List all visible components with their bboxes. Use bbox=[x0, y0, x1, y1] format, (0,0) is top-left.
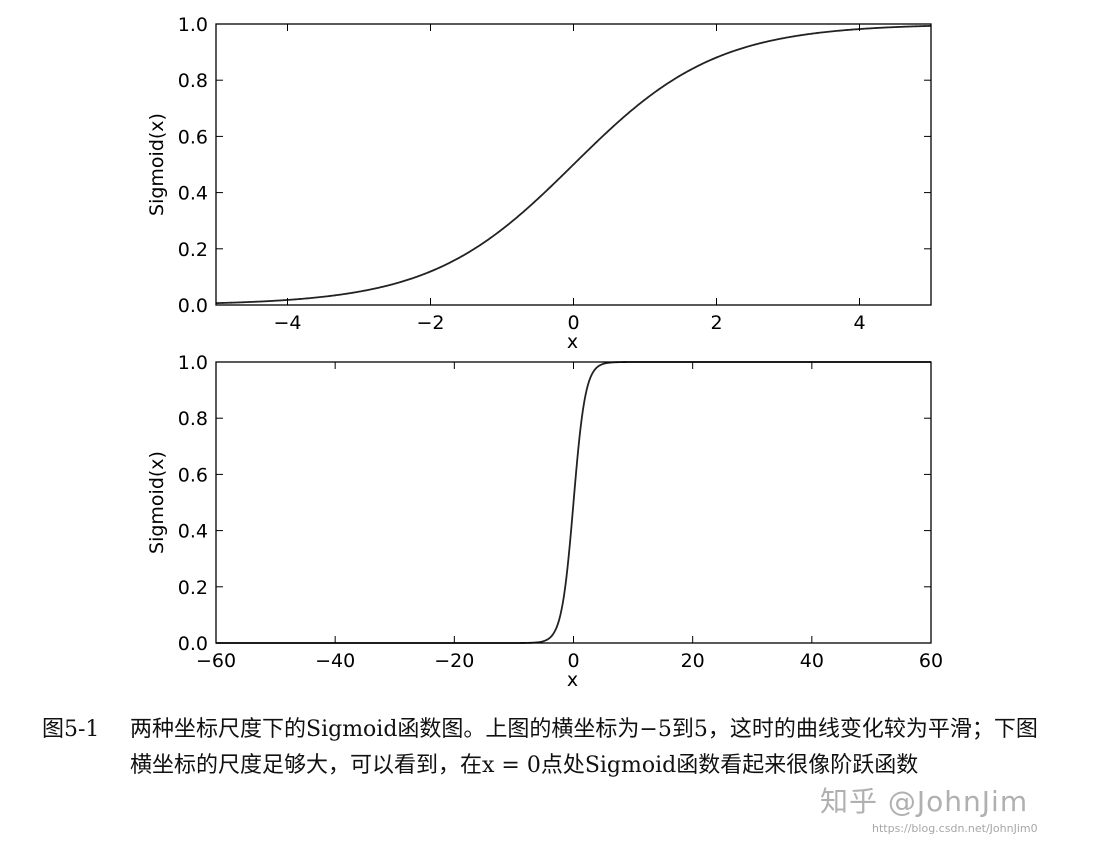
x-tick-label: 4 bbox=[853, 312, 865, 334]
caption-number: 图5-1 bbox=[42, 717, 100, 742]
sigmoid-curve bbox=[216, 361, 931, 644]
charts-area: −4 −2 0 2 40.00.20.40.60.81.0xSigmoid(x)−60−… bbox=[146, 14, 943, 691]
y-tick-label: 0.4 bbox=[178, 521, 208, 543]
x-tick-label: −60 bbox=[196, 650, 236, 672]
watermark-url: https://blog.csdn.net/JohnJim0 bbox=[872, 822, 1038, 835]
y-tick-label: 1.0 bbox=[178, 14, 208, 36]
x-axis-label: x bbox=[567, 669, 578, 691]
x-tick-label: 0 bbox=[567, 650, 579, 672]
y-tick-label: 0.0 bbox=[178, 295, 208, 317]
y-tick-label: 0.6 bbox=[178, 126, 208, 148]
caption-text: 两种坐标尺度下的Sigmoid函数图。上图的横坐标为−5到5，这时的曲线变化较为… bbox=[130, 717, 1038, 778]
chart-1: −4 −2 0 2 4 0.0 0.2 0.4 0.6 0.8 1.0 x Sigmoid(x) bbox=[146, 14, 932, 353]
y-tick-label: 0.6 bbox=[178, 464, 208, 486]
y-axis-label: Sigmoid(x) bbox=[146, 113, 168, 216]
x-tick-label: −2 bbox=[416, 312, 444, 334]
y-tick-label: 0.2 bbox=[178, 577, 208, 599]
x-tick-label: 20 bbox=[681, 650, 705, 672]
y-tick-label: 0.8 bbox=[178, 70, 208, 92]
x-tick-label: 2 bbox=[710, 312, 722, 334]
x-tick-label: −4 bbox=[273, 312, 301, 334]
y-tick-label: 1.0 bbox=[178, 352, 208, 374]
watermark-text: 知乎 @JohnJim bbox=[820, 785, 1029, 818]
x-tick-label: 0 bbox=[567, 312, 579, 334]
x-axis-label: x bbox=[567, 331, 578, 353]
y-tick-label: 0.0 bbox=[178, 633, 208, 655]
x-tick-label: −40 bbox=[315, 650, 355, 672]
sigmoid-curve bbox=[215, 24, 932, 305]
x-tick-label: 40 bbox=[800, 650, 824, 672]
y-tick-label: 0.8 bbox=[178, 408, 208, 430]
y-tick-label: 0.2 bbox=[178, 239, 208, 261]
y-tick-label: 0.4 bbox=[178, 183, 208, 205]
figure-caption: 图5-1 两种坐标尺度下的Sigmoid函数图。上图的横坐标为−5到5，这时的曲… bbox=[42, 712, 1062, 784]
x-tick-label: 60 bbox=[919, 650, 943, 672]
y-axis-label: Sigmoid(x) bbox=[146, 451, 168, 554]
x-tick-label: −20 bbox=[434, 650, 474, 672]
chart-2: −60 −40 −20 0 20 40 60 0.0 0.2 0.4 0.6 0.8 1.0 x Sigmo… bbox=[146, 352, 943, 691]
